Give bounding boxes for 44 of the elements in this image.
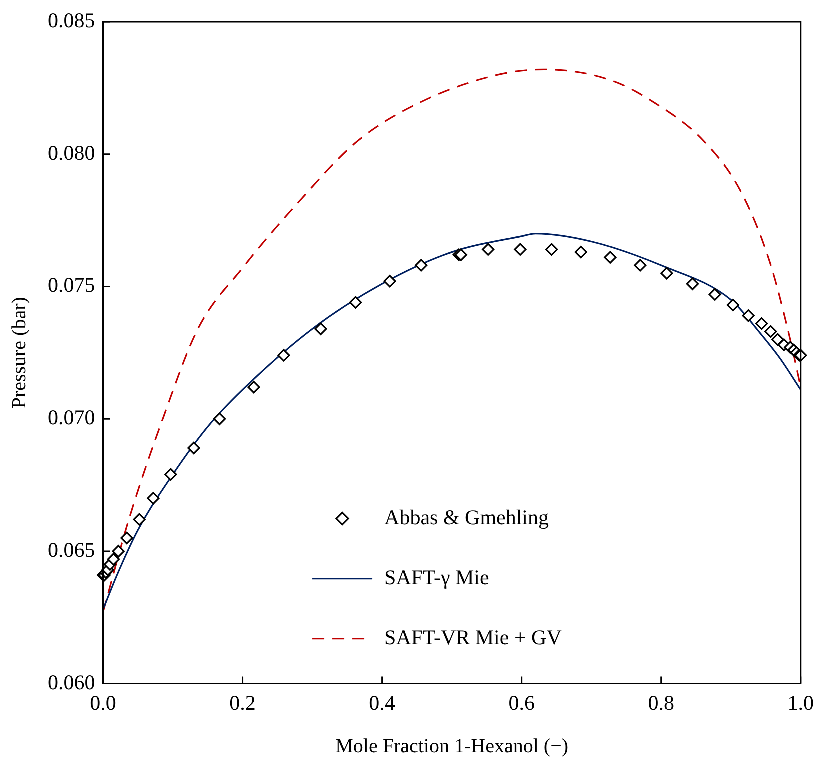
point [147,492,160,505]
legend-label: SAFT-VR Mie + GV [384,625,562,650]
x-tick-label: 0.8 [648,690,674,715]
point [574,246,588,259]
point [133,513,146,526]
line-series [102,232,802,610]
x-tick-label: 0.6 [508,690,535,715]
y-tick-label: 0.065 [48,538,96,562]
point [213,412,226,426]
point [248,381,260,394]
legend-label: Abbas & Gmehling [384,505,550,530]
x-tick-label: 0.2 [230,690,256,715]
x-tick-label: 1.0 [788,690,814,715]
legend-label: SAFT-γ Mie [384,565,490,590]
point [686,278,700,290]
point [112,545,125,558]
point [764,325,778,338]
x-axis-title: Mole Fraction 1-Hexanol (−) [336,735,569,758]
point [278,349,290,362]
point [349,296,362,309]
y-tick-label: 0.080 [48,140,96,165]
point [756,317,768,330]
point [546,243,558,256]
point [415,259,428,272]
point [660,267,674,280]
point [482,243,495,256]
point [634,259,647,272]
x-tick-label: 0.4 [369,690,396,715]
point [107,553,120,566]
point [726,298,740,312]
y-axis-title: Pressure (bar) [8,297,30,409]
point [314,322,328,336]
point [120,532,134,545]
y-tick-label: 0.085 [48,8,96,33]
point [384,275,396,288]
point [514,243,527,256]
point [604,251,617,264]
y-tick-label: 0.070 [48,406,96,430]
point [188,442,200,454]
point [164,468,178,481]
point [708,288,722,301]
point [742,310,755,322]
line-series [102,68,802,614]
y-tick-label: 0.075 [48,273,96,298]
